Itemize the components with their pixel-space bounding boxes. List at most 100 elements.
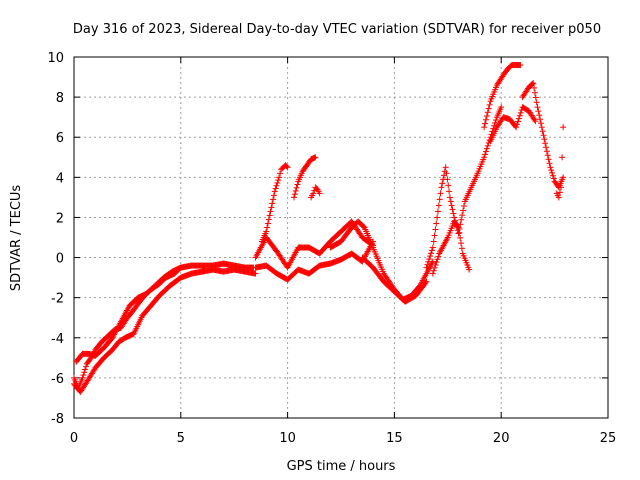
data-point xyxy=(284,164,291,171)
data-point xyxy=(313,185,320,192)
y-tick-label: 8 xyxy=(56,91,64,106)
data-point xyxy=(446,194,453,201)
data-point xyxy=(292,187,299,194)
data-point xyxy=(534,104,541,111)
data-point xyxy=(517,109,524,116)
data-point xyxy=(293,184,300,191)
data-point xyxy=(449,206,456,213)
data-point xyxy=(550,175,557,182)
data-point xyxy=(425,258,432,265)
data-point xyxy=(514,118,521,125)
data-point xyxy=(549,172,556,179)
data-point xyxy=(482,151,489,158)
plot-frame xyxy=(73,56,609,419)
data-point xyxy=(430,267,437,274)
y-tick-label: 2 xyxy=(56,211,64,226)
y-tick-label: 0 xyxy=(56,252,64,267)
data-point xyxy=(431,232,438,239)
data-point xyxy=(533,99,540,106)
data-point xyxy=(275,177,282,184)
data-point xyxy=(466,266,473,273)
data-point xyxy=(427,253,434,260)
data-point xyxy=(439,180,446,187)
data-point xyxy=(542,140,549,147)
data-point xyxy=(277,170,284,177)
data-point xyxy=(558,184,565,191)
data-point xyxy=(263,228,270,235)
data-point xyxy=(493,117,500,124)
x-tick-label: 25 xyxy=(600,431,617,446)
data-point xyxy=(270,196,277,203)
data-point xyxy=(458,240,465,247)
data-point xyxy=(513,124,520,131)
data-point xyxy=(434,208,441,215)
data-point xyxy=(531,89,538,96)
data-point xyxy=(271,188,278,195)
data-point xyxy=(434,214,441,221)
data-point xyxy=(537,120,544,127)
data-point xyxy=(422,279,429,286)
data-point xyxy=(482,148,489,155)
data-point xyxy=(283,163,290,170)
data-point xyxy=(431,264,438,271)
data-point xyxy=(454,223,461,230)
data-point xyxy=(539,128,546,135)
data-point xyxy=(435,253,442,260)
y-tick-label: 6 xyxy=(56,131,64,146)
data-point xyxy=(484,142,491,149)
data-point xyxy=(529,80,536,87)
data-point xyxy=(432,262,439,269)
data-point xyxy=(424,261,431,268)
data-point xyxy=(543,144,550,151)
data-point xyxy=(266,212,273,219)
data-point xyxy=(482,116,489,123)
data-point xyxy=(537,116,544,123)
y-tick-label: -4 xyxy=(51,332,64,347)
y-tick-label: 10 xyxy=(47,51,64,66)
data-point xyxy=(272,185,279,192)
data-point xyxy=(486,101,493,108)
data-point xyxy=(423,278,430,285)
data-point xyxy=(428,250,435,257)
data-point xyxy=(517,62,524,69)
data-point xyxy=(556,189,563,196)
data-point xyxy=(276,174,283,181)
data-point xyxy=(428,247,435,254)
x-tick-label: 10 xyxy=(279,431,296,446)
data-point xyxy=(443,170,450,177)
data-point xyxy=(82,363,89,370)
x-tick-label: 15 xyxy=(386,431,403,446)
data-point xyxy=(436,196,443,203)
data-point xyxy=(483,145,490,152)
data-point xyxy=(437,190,444,197)
data-point xyxy=(291,191,298,198)
data-point xyxy=(445,182,452,189)
data-point xyxy=(536,112,543,119)
data-point xyxy=(530,80,537,87)
data-point xyxy=(269,200,276,207)
data-point xyxy=(482,120,489,127)
data-point xyxy=(267,208,274,215)
data-point xyxy=(459,212,466,219)
data-point xyxy=(270,192,277,199)
data-point xyxy=(429,270,436,277)
data-point xyxy=(294,181,301,188)
data-point xyxy=(264,224,271,231)
data-point xyxy=(433,220,440,227)
data-point xyxy=(435,202,442,209)
data-point xyxy=(532,118,539,125)
data-point xyxy=(483,113,490,120)
data-point xyxy=(429,244,436,251)
data-point xyxy=(559,154,566,161)
data-point xyxy=(538,124,545,131)
data-point xyxy=(273,182,280,189)
data-point xyxy=(485,105,492,112)
data-point xyxy=(531,84,538,91)
data-point xyxy=(560,124,567,131)
data-point xyxy=(456,229,463,236)
data-point xyxy=(447,198,454,205)
data-point xyxy=(484,109,491,116)
data-point xyxy=(498,104,505,111)
data-point xyxy=(82,366,89,373)
